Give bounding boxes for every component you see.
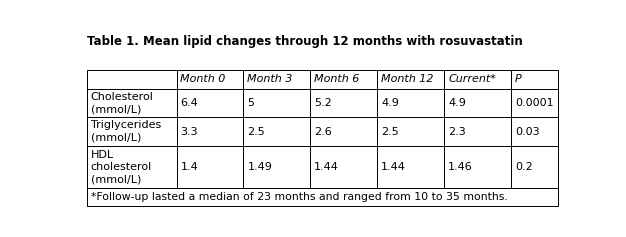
Text: Cholesterol
(mmol/L): Cholesterol (mmol/L) — [91, 92, 154, 114]
Text: 4.9: 4.9 — [381, 98, 399, 108]
Text: HDL
cholesterol
(mmol/L): HDL cholesterol (mmol/L) — [91, 150, 152, 185]
Text: Month 6: Month 6 — [314, 74, 359, 84]
Text: *Follow-up lasted a median of 23 months and ranged from 10 to 35 months.: *Follow-up lasted a median of 23 months … — [91, 192, 508, 202]
Text: Table 1. Mean lipid changes through 12 months with rosuvastatin: Table 1. Mean lipid changes through 12 m… — [87, 35, 523, 48]
Text: 6.4: 6.4 — [180, 98, 198, 108]
Text: 4.9: 4.9 — [448, 98, 466, 108]
Text: 3.3: 3.3 — [180, 127, 198, 137]
Text: Month 3: Month 3 — [247, 74, 293, 84]
Text: 2.6: 2.6 — [314, 127, 332, 137]
Text: 1.46: 1.46 — [448, 162, 473, 172]
Text: 5.2: 5.2 — [314, 98, 332, 108]
Text: Month 0: Month 0 — [180, 74, 226, 84]
Text: P: P — [515, 74, 521, 84]
Text: 1.44: 1.44 — [381, 162, 406, 172]
Text: 2.5: 2.5 — [247, 127, 265, 137]
Text: Current*: Current* — [448, 74, 496, 84]
Text: Month 12: Month 12 — [381, 74, 434, 84]
Text: 2.3: 2.3 — [448, 127, 466, 137]
Text: 1.49: 1.49 — [247, 162, 272, 172]
Text: 1.4: 1.4 — [180, 162, 198, 172]
Text: 0.0001: 0.0001 — [515, 98, 553, 108]
Text: Triglycerides
(mmol/L): Triglycerides (mmol/L) — [91, 120, 161, 143]
Text: 5: 5 — [247, 98, 254, 108]
Text: 2.5: 2.5 — [381, 127, 399, 137]
Text: 0.03: 0.03 — [515, 127, 540, 137]
Text: 0.2: 0.2 — [515, 162, 533, 172]
Text: 1.44: 1.44 — [314, 162, 339, 172]
